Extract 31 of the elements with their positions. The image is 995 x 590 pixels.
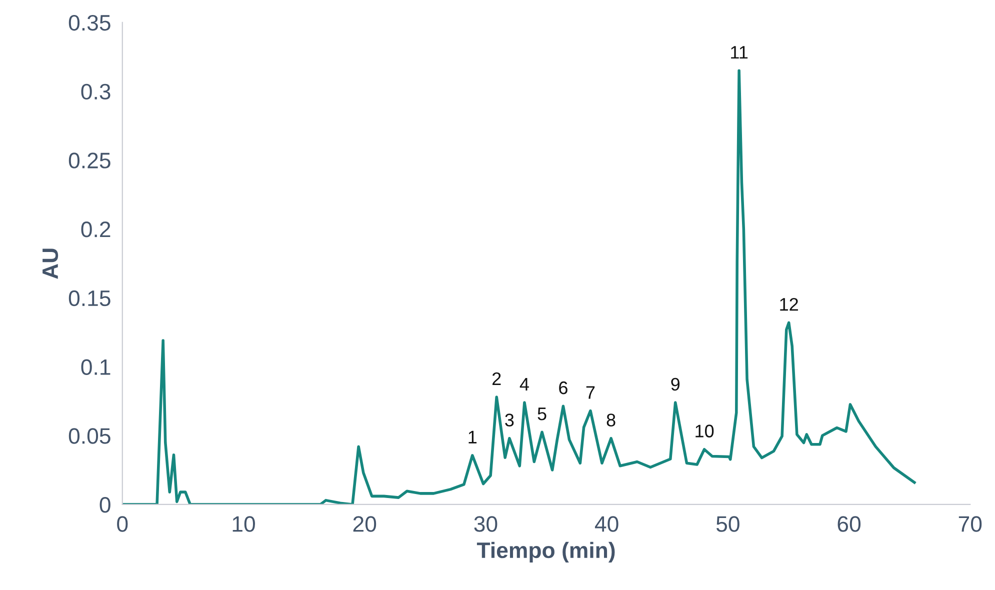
y-tick-label: 0.35: [68, 14, 110, 31]
x-tick-label: 60: [838, 516, 861, 532]
x-axis-title: Tiempo (min): [476, 542, 615, 563]
x-tick-label: 70: [958, 516, 982, 532]
x-tick-label: 20: [353, 516, 376, 532]
x-tick-label: 10: [232, 516, 255, 532]
y-tick-label: 0: [100, 496, 110, 513]
x-tick-label: 40: [594, 516, 618, 532]
annotation: 2: [492, 372, 501, 385]
annotation: 11: [731, 46, 748, 59]
line-series: [122, 69, 916, 504]
annotation: 12: [780, 298, 798, 311]
annotation: 6: [559, 381, 568, 394]
annotation: 5: [538, 408, 546, 420]
x-tick-label: 30: [474, 516, 498, 532]
annotation: 1: [468, 430, 477, 444]
y-tick-label: 0.05: [68, 428, 110, 444]
y-tick-label: 0.25: [68, 152, 110, 168]
annotation: 7: [586, 386, 595, 399]
x-tick-label: 50: [716, 516, 740, 532]
annotation: 10: [696, 424, 714, 438]
y-tick-label: 0.2: [81, 222, 110, 238]
annotation: 8: [606, 414, 616, 426]
annotation: 3: [505, 414, 514, 426]
x-tick-label: 0: [117, 516, 128, 532]
y-axis-title: AU: [42, 248, 58, 279]
y-tick-label: 0.1: [81, 359, 110, 375]
annotation: 4: [520, 378, 529, 390]
annotation: 9: [671, 378, 680, 391]
y-tick-label: 0.3: [81, 84, 110, 100]
y-tick-label: 0.15: [68, 290, 110, 306]
